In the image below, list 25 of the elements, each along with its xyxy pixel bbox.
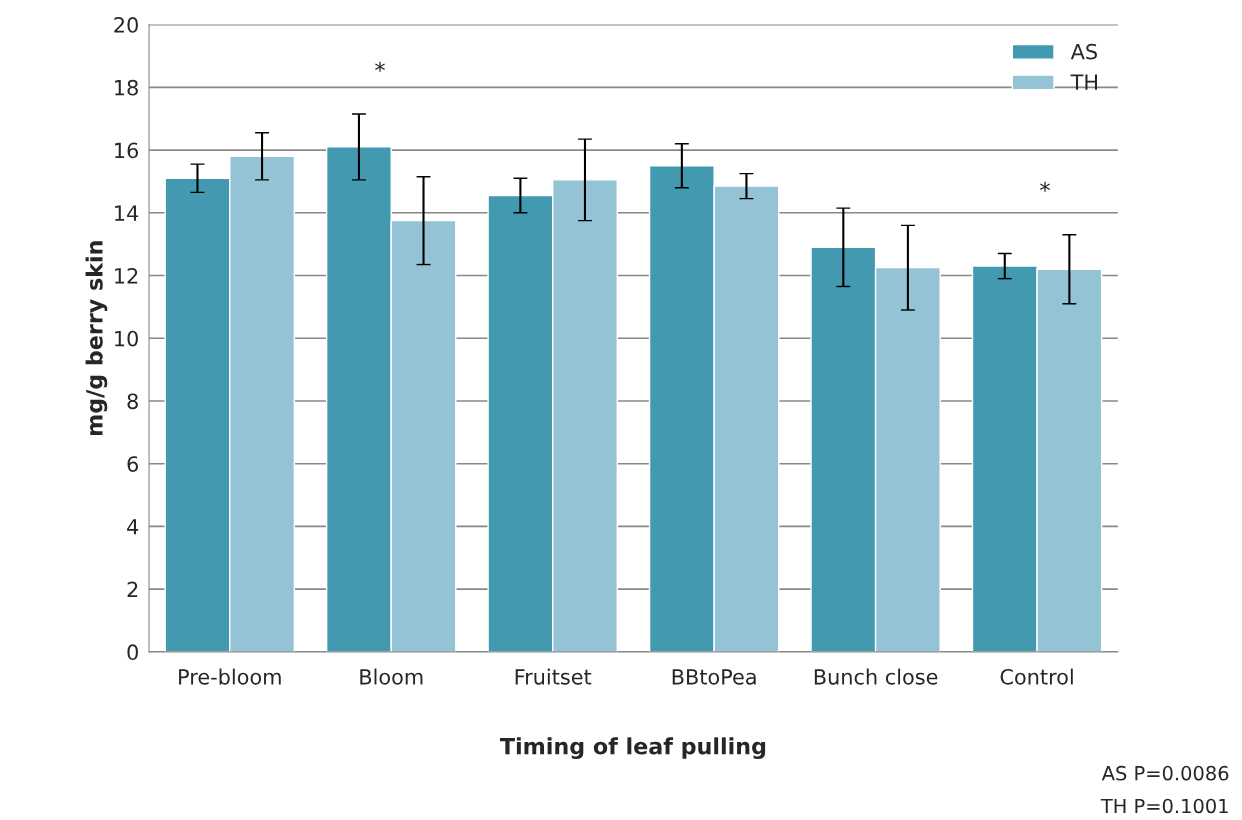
y-tick-label: 2 [127, 581, 138, 598]
annotation: * [1040, 181, 1050, 192]
y-tick-label: 16 [115, 142, 139, 159]
y-tick-label: 4 [127, 519, 139, 535]
y-tick-label: 20 [114, 17, 138, 33]
text: TH P=0.1001 [1100, 798, 1228, 814]
x-tick-label: Bloom [360, 668, 423, 685]
y-axis-title: mg/g berry skin [85, 241, 108, 436]
y-tick-label: 12 [115, 267, 138, 284]
x-tick-label: Control [1000, 668, 1073, 685]
y-tick-label: 18 [115, 79, 138, 96]
legend-label: AS [1070, 43, 1097, 60]
legend-label: TH [1070, 74, 1097, 90]
y-tick-label: 6 [127, 456, 139, 472]
x-tick-label: BBtoPea [672, 669, 756, 685]
y-tick-label: 14 [115, 205, 139, 221]
y-tick-label: 10 [115, 330, 138, 347]
y-tick-label: 0 [127, 644, 138, 661]
x-tick-label: Fruitset [515, 668, 592, 685]
text: AS P=0.0086 [1101, 765, 1229, 781]
annotation: * [375, 61, 385, 72]
x-axis-title: Timing of leaf pulling [499, 737, 766, 760]
x-tick-label: Pre-bloom [179, 668, 281, 685]
x-tick-label: Bunch close [814, 668, 938, 685]
y-tick-label: 8 [127, 393, 138, 410]
